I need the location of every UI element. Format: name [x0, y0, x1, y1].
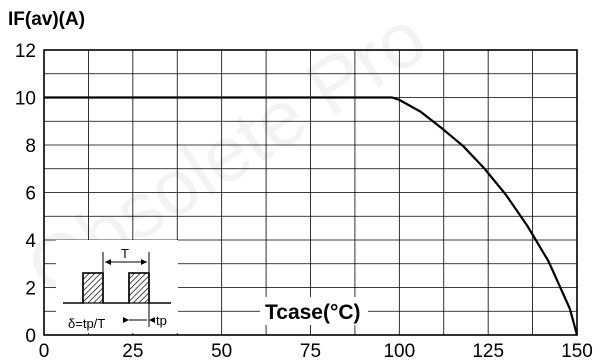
x-tick-label: 50 [211, 341, 232, 362]
y-axis-title: IF(av)(A) [8, 9, 85, 30]
x-tick-label: 150 [561, 341, 593, 362]
x-tick-label: 75 [300, 341, 321, 362]
y-tick-label: 0 [25, 326, 36, 347]
y-tick-label: 2 [25, 279, 36, 300]
pulse-label: tp [156, 313, 167, 328]
x-tick-label: 0 [39, 341, 50, 362]
pulse-1 [82, 272, 104, 304]
x-tick-label: 125 [472, 341, 504, 362]
plot-frame [43, 49, 578, 336]
y-tick-label: 8 [25, 136, 36, 157]
y-tick-label: 6 [25, 184, 36, 205]
y-tick-label: 4 [25, 231, 36, 252]
x-tick-label: 100 [383, 341, 415, 362]
period-label: T [121, 246, 129, 261]
delta-label: δ=tp/T [68, 316, 105, 331]
x-axis-title: Tcase(°C) [265, 301, 361, 324]
x-axis-title-box: Tcase(°C) [260, 297, 368, 325]
y-tick-label: 10 [15, 89, 36, 110]
x-tick-label: 25 [122, 341, 143, 362]
series-line [44, 96, 579, 336]
y-tick-label: 12 [15, 41, 36, 62]
pulse-waveform [63, 272, 171, 304]
x-axis-ticks: 0 25 50 75 100 125 150 [39, 341, 593, 362]
pulse-inset: T tp δ=tp/T [56, 240, 178, 333]
y-axis-ticks: 0 2 4 6 8 10 12 [15, 41, 37, 347]
pulse-2 [128, 272, 150, 304]
